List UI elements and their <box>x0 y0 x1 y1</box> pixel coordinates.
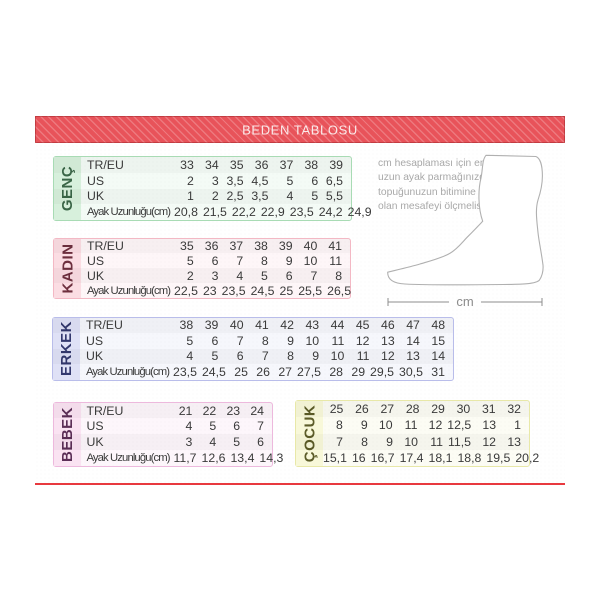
svg-text:cm: cm <box>456 296 473 309</box>
